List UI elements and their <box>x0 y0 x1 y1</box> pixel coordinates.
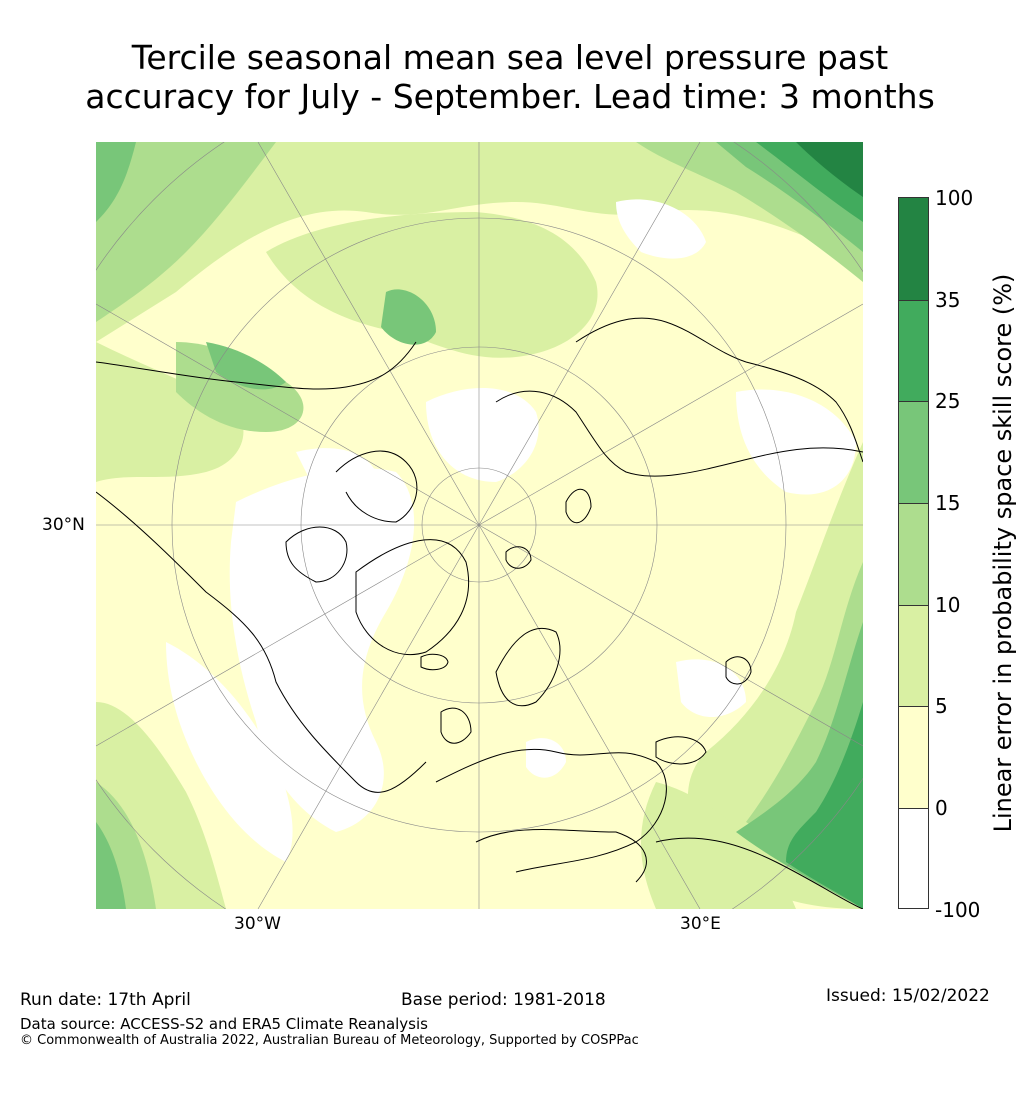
colorbar-segment-15-25 <box>899 401 928 504</box>
graticule <box>96 142 863 909</box>
coast-europe <box>435 748 667 873</box>
chart-title: Tercile seasonal mean sea level pressure… <box>0 38 1020 116</box>
colorbar-segment-0-5 <box>899 706 928 809</box>
coast-svalbard <box>505 546 532 569</box>
colorbar-tick-15: 15 <box>935 491 961 515</box>
coast-greenland <box>355 539 470 656</box>
region-negative-arctic <box>426 388 539 482</box>
map-canvas <box>96 142 863 909</box>
colorbar-segment-35-100 <box>899 198 928 300</box>
coast-russia-arctic <box>495 390 863 477</box>
run-date: Run date: 17th April <box>20 990 191 1010</box>
coastlines <box>96 317 863 909</box>
coast-hudson-bay <box>285 526 348 583</box>
colorbar-segment-5-10 <box>899 605 928 707</box>
coast-siberia-north <box>575 317 747 363</box>
region-negative-europe <box>526 738 566 778</box>
region-5-10-northcentral <box>266 212 598 358</box>
colorbar <box>898 197 929 909</box>
coast-mediterranean <box>475 829 647 883</box>
coast-british-isles <box>440 707 472 744</box>
colorbar-label: Linear error in probability space skill … <box>989 273 1017 833</box>
lon-label-30w: 30°W <box>234 914 281 934</box>
colorbar-segment-10-15 <box>899 503 928 606</box>
region-35-100-northeast <box>796 142 863 197</box>
lat-label-30n: 30°N <box>42 515 85 535</box>
data-source: Data source: ACCESS-S2 and ERA5 Climate … <box>20 1015 428 1033</box>
region-5-10-west <box>96 342 244 482</box>
skill-score-map <box>96 142 863 909</box>
coast-iceland <box>420 653 449 671</box>
region-negative-central-asia <box>676 659 746 717</box>
region-15-25-northwest <box>96 142 136 222</box>
lon-label-30e: 30°E <box>680 914 721 934</box>
base-period: Base period: 1981-2018 <box>401 990 606 1010</box>
colorbar-tick-neg100: -100 <box>935 898 981 922</box>
colorbar-tick-10: 10 <box>935 593 961 617</box>
region-25-35-southeast <box>786 702 863 909</box>
colorbar-segment-25-35 <box>899 300 928 402</box>
issued-date: Issued: 15/02/2022 <box>826 986 990 1006</box>
coast-alaska-north <box>96 341 417 390</box>
region-negative-canada <box>296 448 376 489</box>
coast-middle-east <box>655 837 863 909</box>
region-negative-north-america <box>229 468 415 832</box>
region-15-25-southwest <box>96 822 126 909</box>
coast-caspian <box>725 656 752 685</box>
coast-black-sea <box>655 736 707 765</box>
colorbar-tick-100: 100 <box>935 186 974 210</box>
colorbar-tick-0: 0 <box>935 796 948 820</box>
coast-canadian-arctic <box>335 450 418 523</box>
colorbar-tick-35: 35 <box>935 288 961 312</box>
region-10-15-northwest <box>96 142 276 322</box>
colorbar-segment-neg100-0 <box>899 808 928 908</box>
region-negative-siberia <box>616 199 706 259</box>
coast-east-asia <box>745 361 863 463</box>
coast-north-america <box>96 491 427 793</box>
region-negative-atlantic <box>166 642 293 862</box>
colorbar-tick-5: 5 <box>935 694 948 718</box>
copyright: © Commonwealth of Australia 2022, Austra… <box>20 1033 639 1048</box>
coast-scandinavia <box>495 627 561 707</box>
region-15-25-chukotka <box>206 342 286 390</box>
colorbar-tick-25: 25 <box>935 389 961 413</box>
region-5-10-southeast <box>641 782 796 909</box>
region-15-25-greenland-sea <box>381 289 436 345</box>
coast-novaya-zemlya <box>565 489 592 524</box>
title-line-2: accuracy for July - September. Lead time… <box>85 77 935 116</box>
title-line-1: Tercile seasonal mean sea level pressure… <box>131 38 889 77</box>
